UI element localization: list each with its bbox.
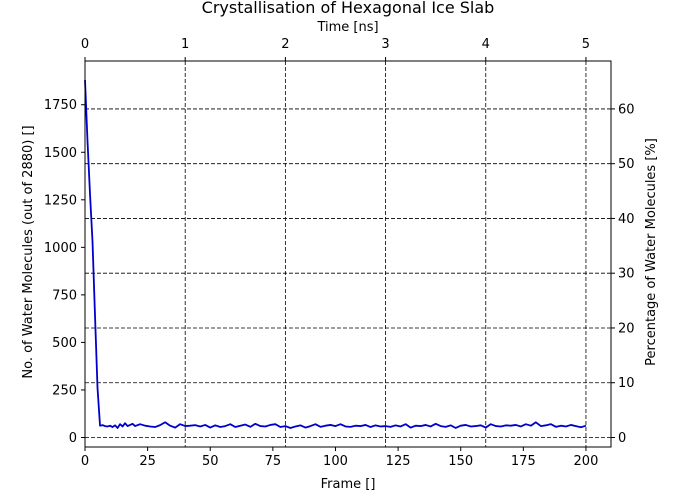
x-tick-label-3: 75 [265,454,282,469]
axis-ticks: 0 25 50 75 100 125 150 175 200025050075010001250… [44,37,635,469]
y2-tick-label-0: 0 [618,431,626,446]
y2-tick-label-5: 50 [618,157,635,172]
y-tick-label-1: 250 [52,383,77,398]
x-tick-label-7: 175 [511,454,536,469]
y2-axis-label: Percentage of Water Molecules [%] [644,138,659,366]
x-axis-label: Frame [] [321,477,376,492]
y-tick-label-3: 750 [52,288,77,303]
x-tick-label-5: 125 [386,454,411,469]
x-tick-label-8: 200 [574,454,599,469]
y2-tick-label-2: 20 [618,321,635,336]
y-tick-label-5: 1250 [44,193,77,208]
y-tick-label-6: 1500 [44,146,77,161]
x-tick-label-4: 100 [323,454,348,469]
x2-tick-label-4: 4 [482,37,490,52]
y-axis-label: No. of Water Molecules (out of 2880) [] [21,125,36,378]
plot-frame [84,60,612,448]
x2-tick-label-0: 0 [81,37,89,52]
series-line-0 [84,79,587,429]
y-tick-label-0: 0 [69,431,77,446]
y2-tick-label-3: 30 [618,267,635,282]
y2-tick-label-6: 60 [618,102,635,117]
x-tick-label-6: 150 [448,454,473,469]
data-series [84,79,587,429]
x2-axis-label: Time [ns] [316,20,378,35]
grid-lines [84,61,611,447]
y2-tick-label-4: 40 [618,212,635,227]
x-tick-label-1: 25 [139,454,156,469]
y-tick-label-2: 500 [52,336,77,351]
y-tick-label-4: 1000 [44,241,77,256]
y2-tick-label-1: 10 [618,376,635,391]
x2-tick-label-1: 1 [181,37,189,52]
y-tick-label-7: 1750 [44,98,77,113]
x-tick-label-0: 0 [81,454,89,469]
x2-tick-label-5: 5 [582,37,590,52]
x-tick-label-2: 50 [202,454,219,469]
x2-tick-label-2: 2 [281,37,289,52]
x2-tick-label-3: 3 [381,37,389,52]
chart-title: Crystallisation of Hexagonal Ice Slab [202,0,495,17]
